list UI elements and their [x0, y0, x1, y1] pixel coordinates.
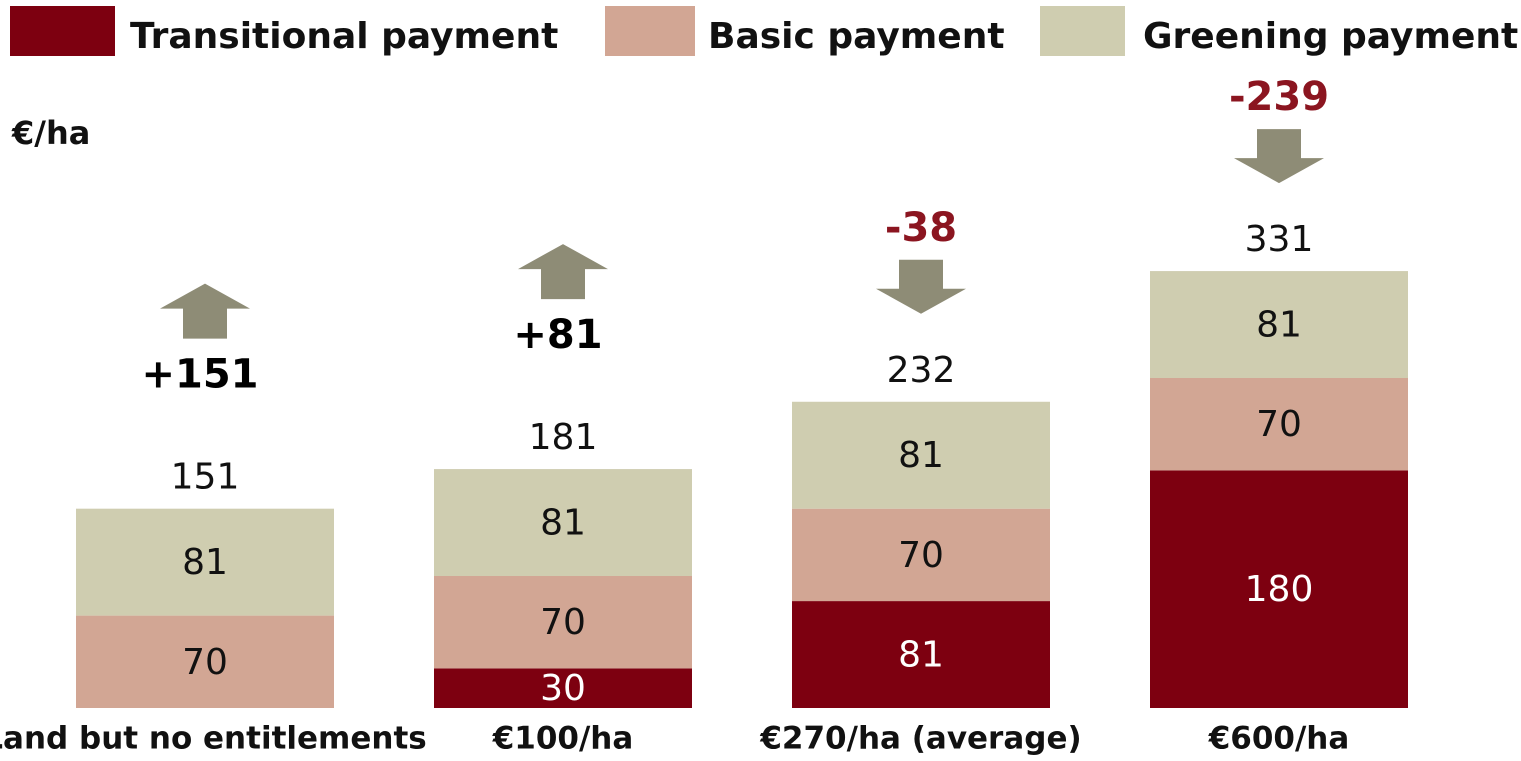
segment-label: 81 — [1256, 305, 1302, 346]
total-label: 151 — [171, 457, 240, 498]
segment-label: 81 — [898, 435, 944, 476]
legend-swatch — [1040, 6, 1125, 56]
segment-label: 70 — [898, 535, 944, 576]
x-tick-label: €600/ha — [1208, 721, 1350, 757]
x-tick-label: Land but no entitlements — [0, 721, 427, 757]
segment-label: 70 — [182, 642, 228, 683]
change-arrow — [518, 244, 608, 300]
bar-segment — [1150, 271, 1408, 378]
total-label: 181 — [529, 417, 598, 458]
bar-segment — [1150, 470, 1408, 708]
total-label: 232 — [887, 350, 956, 391]
x-tick-label: €270/ha (average) — [759, 721, 1081, 757]
segment-label: 70 — [1256, 404, 1302, 445]
change-label: +81 — [513, 312, 602, 358]
change-label: +151 — [141, 352, 258, 398]
y-axis-label: €/ha — [11, 114, 90, 152]
change-label: -38 — [885, 205, 957, 251]
segment-label: 81 — [898, 635, 944, 676]
change-label: -239 — [1229, 74, 1329, 120]
bar-segment — [1150, 378, 1408, 471]
legend-label: Transitional payment — [130, 16, 558, 57]
segment-label: 81 — [182, 542, 228, 583]
bar-segment — [76, 508, 334, 616]
bar-segment — [792, 508, 1050, 602]
segment-label: 30 — [540, 668, 586, 709]
segment-label: 180 — [1245, 569, 1314, 610]
legend-swatch — [10, 6, 115, 56]
legend-swatch — [605, 6, 695, 56]
bar-segment — [76, 615, 334, 708]
bar-segment — [792, 601, 1050, 708]
change-arrow — [876, 259, 966, 314]
total-label: 331 — [1245, 219, 1314, 260]
segment-label: 81 — [540, 503, 586, 544]
bar-segment — [434, 576, 692, 669]
segment-label: 70 — [540, 602, 586, 643]
bar-segment — [792, 401, 1050, 509]
legend-label: Basic payment — [708, 16, 1005, 57]
x-tick-label: €100/ha — [492, 721, 634, 757]
bar-segment — [434, 668, 692, 708]
legend-label: Greening payment — [1143, 16, 1518, 57]
bar-segment — [434, 469, 692, 576]
change-arrow — [1234, 129, 1324, 184]
change-arrow — [160, 283, 250, 339]
